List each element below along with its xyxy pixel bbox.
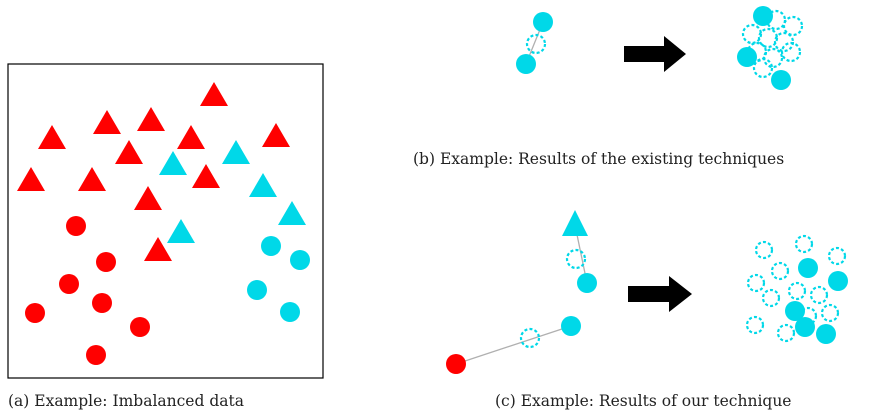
- cyan-circle: [798, 258, 818, 278]
- cyan-circle: [533, 12, 553, 32]
- synthetic-dashed-circle: [770, 261, 790, 281]
- cyan-circle: [737, 47, 757, 67]
- synthetic-dashed-circle: [752, 57, 774, 79]
- cyan-circle: [247, 280, 267, 300]
- cyan-circle: [753, 6, 773, 26]
- cyan-triangle: [249, 173, 277, 197]
- cyan-circle: [816, 324, 836, 344]
- cyan-circle: [795, 317, 815, 337]
- red-circle: [25, 303, 45, 323]
- red-triangle: [38, 125, 66, 149]
- synthetic-dashed-circle: [787, 281, 807, 301]
- red-circle: [130, 317, 150, 337]
- red-triangle: [93, 110, 121, 134]
- cyan-triangle: [562, 210, 588, 236]
- red-circle: [92, 293, 112, 313]
- red-triangle: [115, 140, 143, 164]
- cyan-circle: [290, 250, 310, 270]
- synthetic-dashed-circle: [809, 285, 829, 305]
- cyan-circle: [771, 70, 791, 90]
- red-triangle: [192, 164, 220, 188]
- red-circle: [96, 252, 116, 272]
- caption-c: (c) Example: Results of our technique: [495, 392, 792, 410]
- cyan-triangle: [167, 219, 195, 243]
- panel-a-frame: [7, 63, 324, 379]
- synthetic-dashed-circle: [780, 41, 802, 63]
- cyan-circle: [280, 302, 300, 322]
- synthetic-dashed-circle: [754, 240, 774, 260]
- synthetic-dashed-circle: [565, 248, 587, 270]
- cyan-triangle: [159, 151, 187, 175]
- synthetic-dashed-circle: [827, 246, 847, 266]
- synthetic-dashed-circle: [746, 273, 766, 293]
- red-triangle: [17, 167, 45, 191]
- synthetic-dashed-circle: [773, 31, 795, 53]
- panel-c-our-technique: [446, 210, 848, 374]
- synthetic-dashed-circle: [794, 234, 814, 254]
- synthetic-dashed-circle: [525, 33, 547, 55]
- cyan-triangle: [278, 201, 306, 225]
- cyan-circle: [516, 54, 536, 74]
- majority-triangles: [17, 82, 290, 261]
- red-circle: [446, 354, 466, 374]
- cyan-triangle: [222, 140, 250, 164]
- cyan-circle: [828, 271, 848, 291]
- synthetic-dashed-circle: [762, 47, 784, 69]
- caption-a: (a) Example: Imbalanced data: [8, 392, 244, 410]
- overlapping-synthetic-cluster: [737, 6, 804, 90]
- red-circle: [66, 216, 86, 236]
- cyan-circle: [785, 301, 805, 321]
- red-triangle: [262, 123, 290, 147]
- synthetic-dashed-circle: [776, 323, 796, 343]
- red-triangle: [177, 125, 205, 149]
- red-triangle: [200, 82, 228, 106]
- red-circle: [59, 274, 79, 294]
- minority-circles: [247, 236, 310, 322]
- red-triangle: [144, 237, 172, 261]
- red-triangle: [137, 107, 165, 131]
- panel-b-existing-techniques: [516, 6, 804, 90]
- red-circle: [86, 345, 106, 365]
- caption-b: (b) Example: Results of the existing tec…: [413, 150, 785, 168]
- synthetic-dashed-circle: [741, 23, 763, 45]
- synthetic-dashed-circle: [782, 15, 804, 37]
- cyan-circle: [561, 316, 581, 336]
- cyan-circle: [261, 236, 281, 256]
- minority-triangles: [159, 140, 306, 243]
- red-triangle: [134, 186, 162, 210]
- spread-synthetic-cluster: [745, 234, 848, 344]
- cyan-circle: [577, 273, 597, 293]
- synthetic-dashed-circle: [820, 303, 840, 323]
- right-arrow-icon: [628, 276, 692, 312]
- right-arrow-icon: [624, 36, 686, 72]
- panel-a-imbalanced-data: [7, 63, 324, 379]
- synthetic-dashed-circle: [745, 315, 765, 335]
- synthetic-dashed-circle: [761, 288, 781, 308]
- red-triangle: [78, 167, 106, 191]
- interpolation-line: [455, 325, 572, 365]
- majority-circles: [25, 216, 150, 365]
- synthetic-dashed-circle: [519, 327, 541, 349]
